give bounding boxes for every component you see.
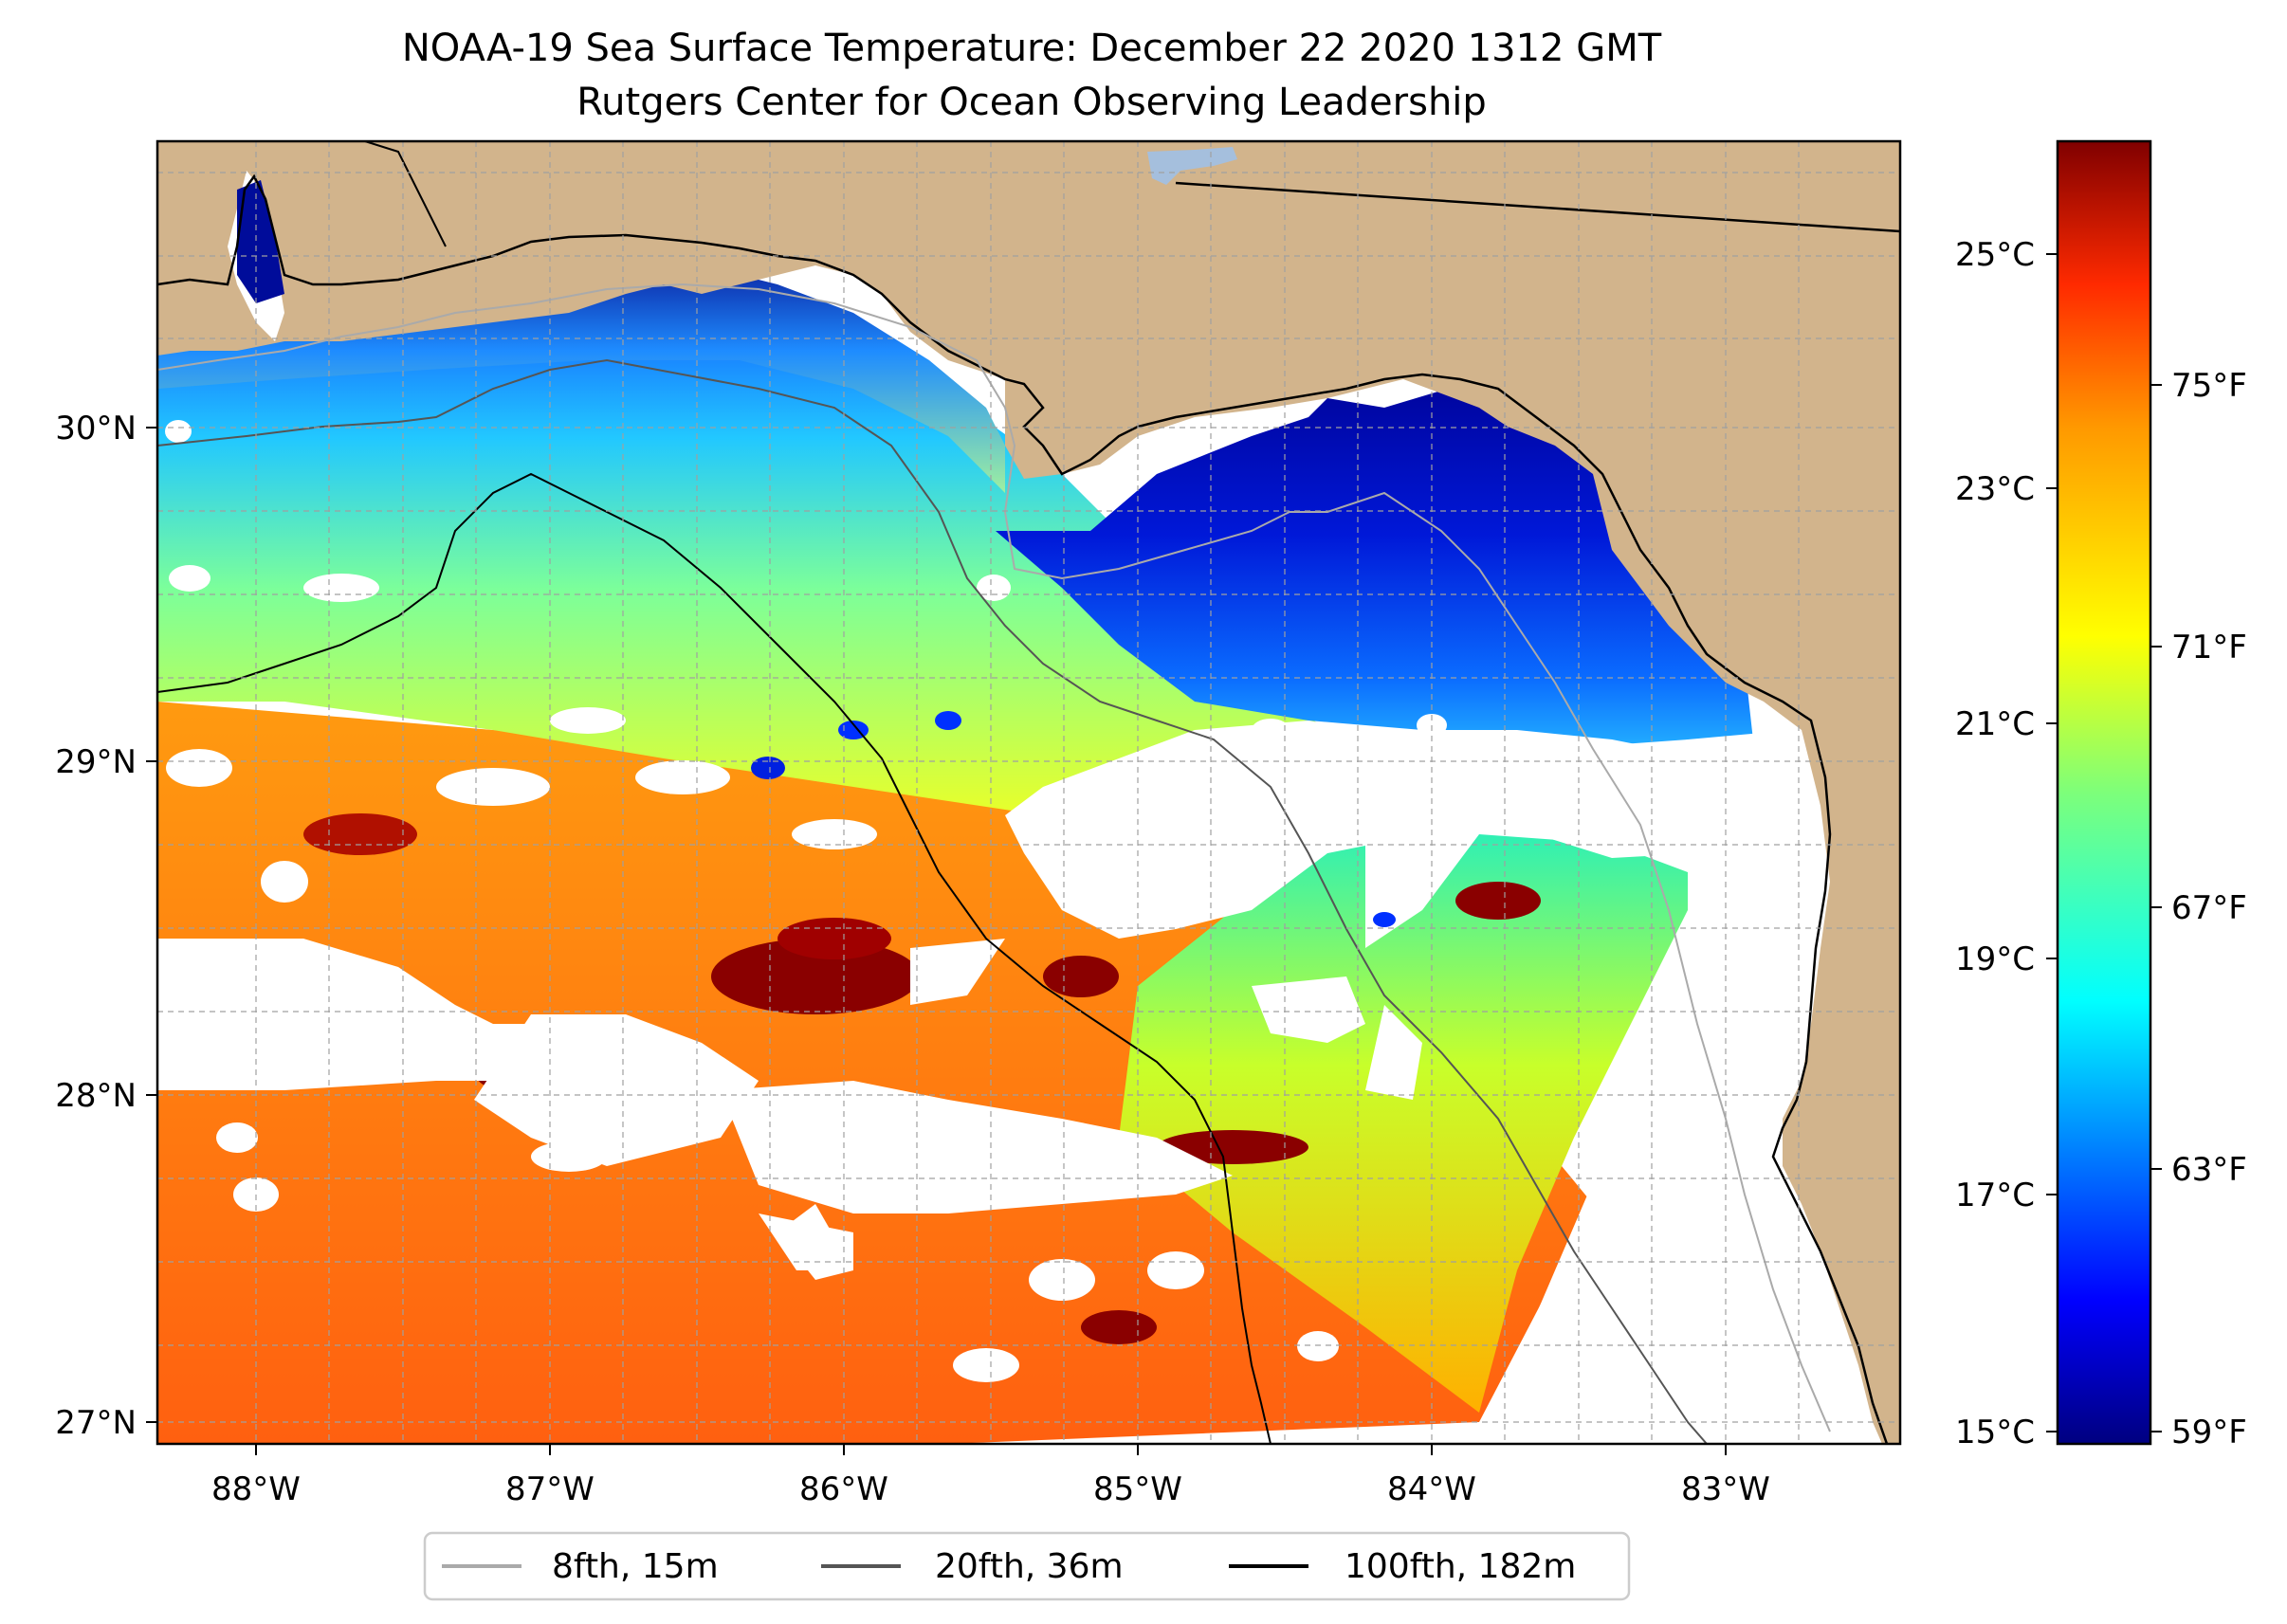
celsius-label: 25°C [1955, 236, 2035, 274]
sst-hotspot [1081, 1310, 1157, 1344]
map-grid [157, 141, 1900, 1444]
sst-cold-eddy [935, 711, 961, 730]
cloud-mask [157, 939, 588, 1090]
land-western-bay-cold [237, 180, 284, 303]
lon-label: 85°W [1093, 1470, 1182, 1508]
cloud-mask [169, 565, 210, 592]
lon-label: 88°W [211, 1470, 301, 1508]
axis-ticks [146, 427, 1727, 1455]
lake-water [1147, 147, 1237, 185]
cloud-mask [1147, 1251, 1204, 1289]
state-border [1175, 181, 1900, 233]
cloud-mask [1029, 1259, 1095, 1301]
celsius-labels: 15°C 17°C 19°C 21°C 23°C 25°C [1955, 236, 2035, 1451]
cloud-mask [165, 420, 192, 443]
legend-label-8fth: 8fth, 15m [552, 1547, 719, 1586]
lat-labels: 30°N 29°N 28°N 27°N [55, 410, 137, 1442]
celsius-label: 21°C [1955, 705, 2035, 743]
cloud-mask [1005, 721, 1726, 939]
contour-8fth [157, 283, 1831, 1432]
cloud-mask [474, 1014, 759, 1166]
cloud-mask [550, 707, 626, 734]
cloud-mask [1479, 721, 1900, 1444]
cloud-mask [953, 1348, 1019, 1382]
sst-hotspot [303, 813, 417, 855]
lon-label: 84°W [1387, 1470, 1476, 1508]
contour-100fth [157, 472, 1272, 1444]
fahrenheit-label: 67°F [2171, 889, 2247, 927]
contour-20fth [157, 358, 1708, 1444]
sst-cold-eddy [1373, 912, 1396, 927]
sst-hotspot [1455, 882, 1541, 920]
sst-hotspot [1157, 1130, 1308, 1164]
cloud-mask [635, 760, 730, 794]
fahrenheit-label: 71°F [2171, 629, 2247, 666]
cloud-mask [303, 574, 379, 602]
cloud-mask [261, 861, 308, 903]
legend-label-100fth: 100fth, 182m [1345, 1547, 1576, 1586]
cloud-mask [778, 1204, 853, 1280]
cloud-mask [166, 749, 232, 787]
cloud-mask [721, 1081, 1233, 1213]
sst-eastern-swath [1119, 834, 1688, 1413]
land-peninsula-gulf-coast [1783, 730, 1900, 1444]
inland-river [364, 141, 447, 247]
lat-label: 27°N [55, 1404, 137, 1442]
colorbar: 15°C 17°C 19°C 21°C 23°C 25°C 59°F 63°F … [1955, 139, 2247, 1451]
lat-label: 28°N [55, 1077, 137, 1115]
fahrenheit-label: 75°F [2171, 367, 2247, 405]
map-panel [156, 139, 1902, 1446]
cloud-mask [1252, 719, 1290, 741]
cloud-mask [1252, 976, 1365, 1043]
sst-hotspot [778, 918, 891, 959]
fahrenheit-ticks [2150, 384, 2162, 1432]
cloud-mask [792, 819, 877, 849]
cloud-mask [531, 1141, 607, 1172]
sst-cold-eddy [751, 757, 785, 779]
map-frame [156, 139, 1902, 1446]
cloud-mask [436, 768, 550, 806]
fahrenheit-label: 63°F [2171, 1151, 2247, 1189]
celsius-label: 19°C [1955, 940, 2035, 978]
celsius-label: 17°C [1955, 1177, 2035, 1214]
fahrenheit-label: 59°F [2171, 1414, 2247, 1451]
celsius-label: 23°C [1955, 470, 2035, 508]
sst-raster [157, 218, 1900, 1444]
celsius-ticks [2046, 253, 2058, 1432]
cloud-mask [1365, 1005, 1422, 1100]
fahrenheit-labels: 59°F 63°F 67°F 71°F 75°F [2171, 367, 2247, 1451]
celsius-label: 15°C [1955, 1414, 2035, 1451]
legend-frame [423, 1531, 1631, 1601]
sst-hotspot [1043, 956, 1119, 997]
lon-label: 87°W [505, 1470, 595, 1508]
lon-label: 83°W [1681, 1470, 1770, 1508]
colorbar-gradient [2056, 139, 2152, 1446]
contour-legend: 8fth, 15m 20fth, 36m 100fth, 182m [423, 1531, 1631, 1601]
sst-central-shelf [157, 313, 1365, 815]
lon-label: 86°W [799, 1470, 888, 1508]
cloud-mask [216, 1122, 258, 1153]
lat-label: 30°N [55, 410, 137, 447]
cloud-mask [910, 939, 1005, 1005]
lat-label: 29°N [55, 743, 137, 781]
legend-label-20fth: 20fth, 36m [935, 1547, 1124, 1586]
sst-hotspot [711, 939, 920, 1014]
cloud-mask [1297, 1331, 1339, 1361]
land-florida-panhandle [157, 141, 1900, 758]
lon-labels: 88°W 87°W 86°W 85°W 84°W 83°W [211, 1470, 1770, 1508]
map-title-line2: Rutgers Center for Ocean Observing Leade… [576, 81, 1487, 124]
map-title-line1: NOAA-19 Sea Surface Temperature: Decembe… [402, 27, 1662, 70]
